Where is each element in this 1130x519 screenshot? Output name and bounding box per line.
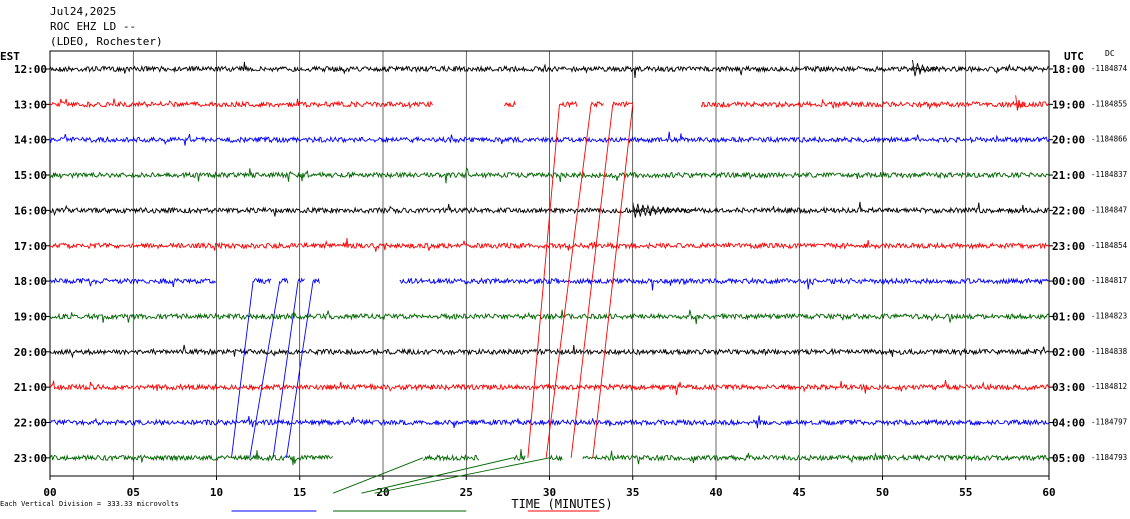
seismic-trace — [49, 380, 1050, 395]
row-dc-offset: -1184866 — [1091, 135, 1128, 144]
seismic-event-burst — [1015, 95, 1027, 111]
seismic-trace — [512, 449, 526, 462]
dropout-line — [249, 281, 281, 458]
seismic-trace — [312, 277, 320, 284]
footer-scale-label: Each Vertical Division = — [0, 500, 102, 508]
seismic-event-burst — [632, 202, 697, 218]
dc-label: DC — [1105, 49, 1115, 58]
seismic-trace — [504, 100, 516, 108]
seismic-trace — [49, 98, 433, 110]
seismic-trace — [399, 276, 1049, 291]
row-label-est: 23:00 — [14, 452, 47, 465]
row-label-utc: 21:00 — [1052, 169, 1085, 182]
network-label: (LDEO, Rochester) — [50, 35, 163, 48]
row-dc-offset: -1184837 — [1091, 170, 1127, 179]
date-label: Jul24,2025 — [50, 5, 117, 18]
row-label-utc: 05:00 — [1052, 452, 1085, 465]
row-label-est: 13:00 — [14, 98, 47, 111]
dropout-line — [285, 281, 314, 458]
x-tick-label: 45 — [793, 486, 806, 499]
row-label-utc: 04:00 — [1052, 417, 1085, 430]
dropout-line — [361, 457, 513, 494]
dropout-line — [272, 281, 299, 458]
dropout-line — [592, 104, 634, 458]
seismic-trace — [49, 131, 1050, 146]
row-dc-offset: -1184838 — [1091, 347, 1128, 356]
x-axis-label: TIME (MINUTES) — [511, 497, 612, 511]
seismic-trace — [49, 415, 1050, 429]
dropout-line — [231, 281, 254, 458]
row-label-est: 15:00 — [14, 169, 47, 182]
row-label-est: 22:00 — [14, 417, 47, 430]
row-label-utc: 23:00 — [1052, 240, 1085, 253]
row-dc-offset: -1184855 — [1091, 99, 1127, 108]
x-tick-label: 50 — [876, 486, 889, 499]
seismic-trace — [49, 450, 333, 466]
dropout-line — [374, 457, 550, 494]
x-tick-label: 40 — [709, 486, 722, 499]
seismic-trace — [49, 61, 1050, 79]
row-label-est: 21:00 — [14, 381, 47, 394]
x-tick-label: 30 — [543, 486, 556, 499]
seismic-trace — [297, 277, 305, 283]
seismic-trace — [612, 100, 633, 108]
row-dc-offset: -1184797 — [1091, 418, 1127, 427]
seismic-trace — [49, 309, 1050, 325]
row-label-utc: 01:00 — [1052, 310, 1085, 323]
row-label-est: 20:00 — [14, 346, 47, 359]
seismic-trace — [559, 100, 578, 109]
dropout-line — [332, 457, 424, 494]
row-label-est: 19:00 — [14, 310, 47, 323]
footer-scale-note: Each Vertical Division = 333.33 microvolt… — [0, 500, 179, 508]
est-timezone-label: EST — [0, 50, 20, 63]
row-label-est: 16:00 — [14, 204, 47, 217]
seismic-trace — [49, 238, 1050, 252]
row-dc-offset: -1184817 — [1091, 276, 1127, 285]
x-tick-label: 60 — [1042, 486, 1055, 499]
x-tick-label: 10 — [210, 486, 223, 499]
seismic-trace — [590, 101, 605, 109]
row-label-est: 14:00 — [14, 134, 47, 147]
row-dc-offset: -1184812 — [1091, 382, 1127, 391]
x-tick-label: 15 — [293, 486, 306, 499]
utc-timezone-label: UTC — [1064, 50, 1084, 63]
row-label-est: 17:00 — [14, 240, 47, 253]
row-dc-offset: -1184793 — [1091, 453, 1127, 462]
seismic-event-burst — [912, 59, 938, 77]
dropout-line — [527, 104, 560, 458]
seismic-trace — [422, 453, 480, 462]
row-dc-offset: -1184847 — [1091, 205, 1127, 214]
x-tick-label: 25 — [460, 486, 473, 499]
seismic-trace — [49, 167, 1050, 184]
footer-scale-value: 333.33 microvolts — [107, 500, 179, 508]
row-label-est: 18:00 — [14, 275, 47, 288]
seismic-trace — [49, 277, 216, 288]
row-label-utc: 00:00 — [1052, 275, 1085, 288]
seismic-trace — [252, 277, 272, 285]
x-tick-label: 00 — [43, 486, 56, 499]
seismic-trace — [49, 344, 1050, 359]
row-label-utc: 22:00 — [1052, 204, 1085, 217]
row-label-utc: 03:00 — [1052, 381, 1085, 394]
seismic-trace — [279, 277, 289, 284]
dropout-line — [570, 104, 614, 458]
row-label-utc: 02:00 — [1052, 346, 1085, 359]
row-label-utc: 20:00 — [1052, 134, 1085, 147]
seismic-trace — [582, 450, 1050, 465]
station-label: ROC EHZ LD -- — [50, 20, 137, 33]
row-label-est: 12:00 — [14, 63, 47, 76]
seismic-trace — [700, 98, 1049, 110]
row-dc-offset: -1184823 — [1091, 311, 1127, 320]
row-dc-offset: -1184874 — [1091, 64, 1128, 73]
row-label-utc: 18:00 — [1052, 63, 1085, 76]
seismic-trace — [49, 201, 1050, 217]
x-tick-label: 55 — [959, 486, 972, 499]
dropout-line — [545, 104, 592, 458]
x-tick-label: 05 — [127, 486, 140, 499]
row-dc-offset: -1184854 — [1091, 241, 1128, 250]
seismic-trace — [549, 454, 563, 462]
x-tick-label: 35 — [626, 486, 639, 499]
row-label-utc: 19:00 — [1052, 98, 1085, 111]
